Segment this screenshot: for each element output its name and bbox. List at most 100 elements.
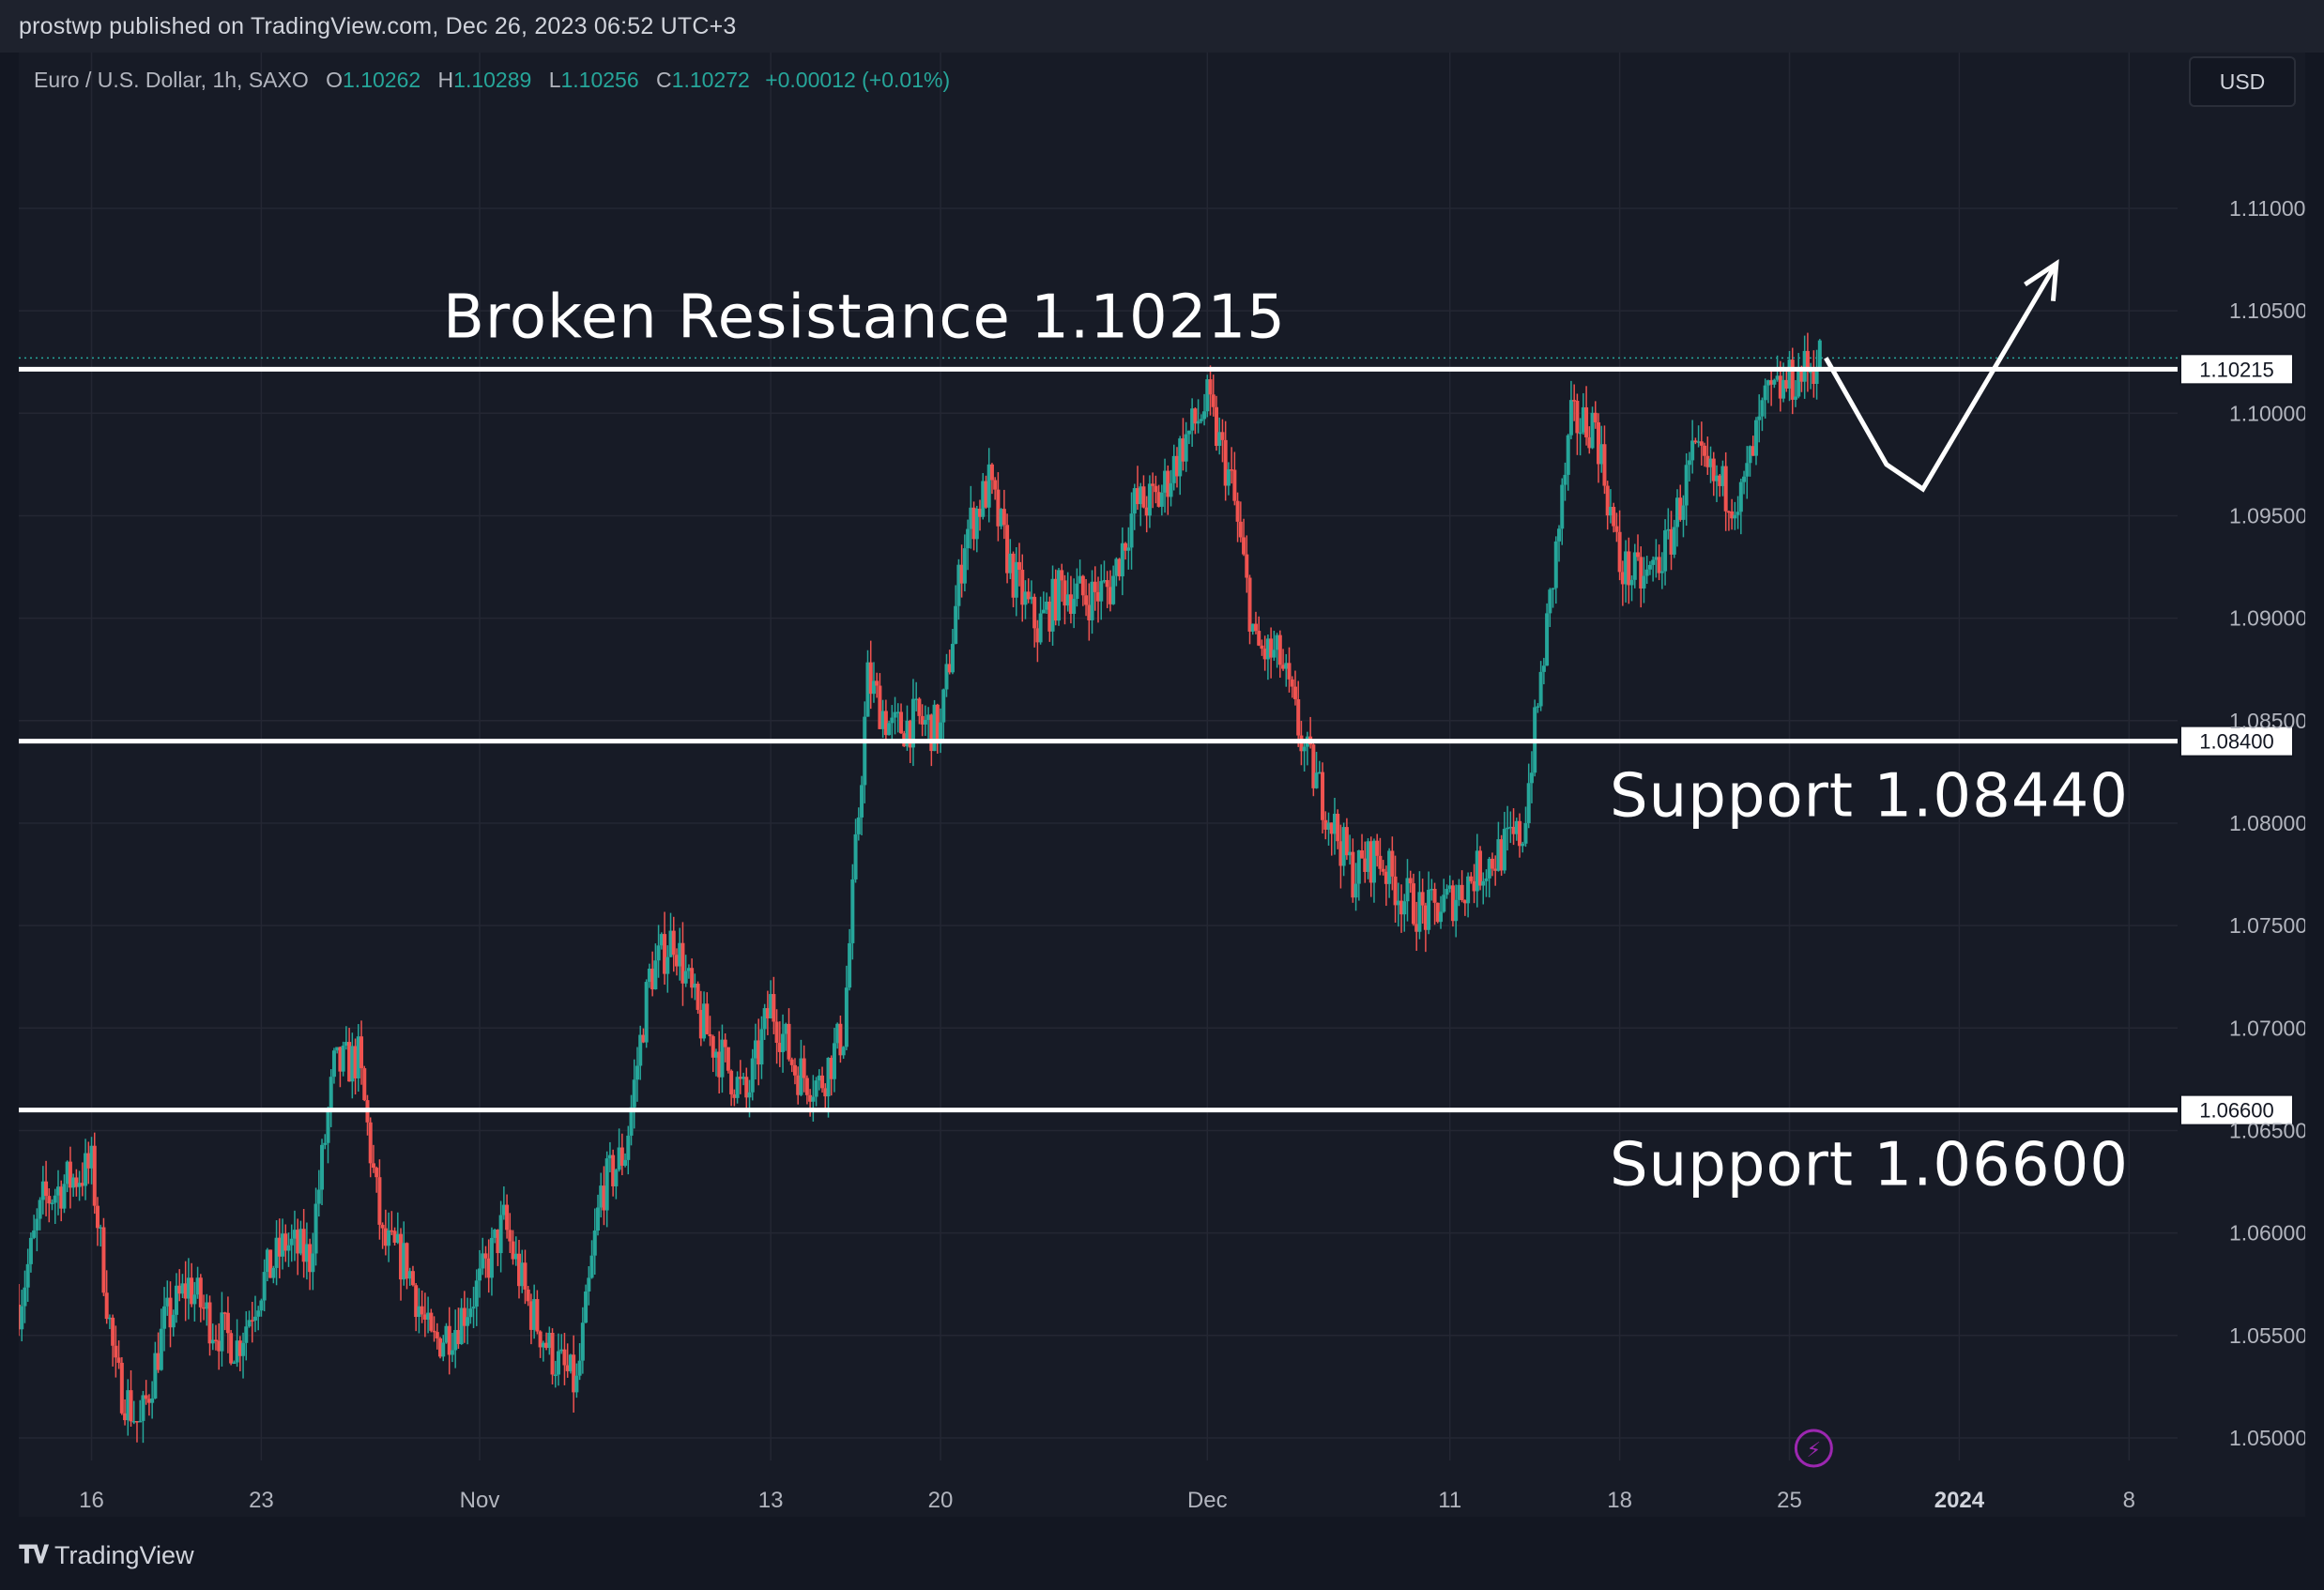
candle-body <box>92 1145 97 1206</box>
candle-body <box>1708 458 1713 467</box>
candle-body <box>1296 698 1301 736</box>
candle-body <box>1232 469 1237 501</box>
candle-body <box>1065 594 1070 606</box>
candle-body <box>1705 455 1710 467</box>
projection-arrow-head <box>2024 258 2059 301</box>
candle-body <box>802 1058 806 1078</box>
candle-body <box>131 1421 136 1423</box>
candle-body <box>190 1277 194 1305</box>
candle-body <box>899 711 904 734</box>
candle-body <box>38 1200 42 1219</box>
price-chart[interactable]: 1.10215 1.08400 1.06600 Broken Resistance … <box>19 53 2305 1517</box>
candle-body <box>772 994 776 1022</box>
candle-body <box>568 1354 573 1371</box>
candle-body <box>883 711 888 736</box>
candle-body <box>1511 826 1516 834</box>
candle-body <box>501 1204 506 1215</box>
candle-body <box>1351 851 1355 898</box>
candle-body <box>483 1253 488 1259</box>
candle-body <box>207 1302 212 1344</box>
candle-body <box>1597 421 1601 465</box>
candle-body <box>1260 645 1264 650</box>
candle-body <box>705 1003 710 1034</box>
candle-body <box>159 1328 163 1370</box>
chart-panel[interactable]: 1.10215 1.08400 1.06600 Broken Resistance … <box>19 53 2305 1517</box>
candle-body <box>1487 858 1491 879</box>
candle-body <box>789 1059 794 1065</box>
candle-body <box>986 464 991 508</box>
candle-body <box>1245 554 1249 578</box>
tradingview-logo[interactable]: 𝐓𝐕 TradingView <box>19 1541 194 1569</box>
candle-body <box>541 1342 545 1348</box>
candle-body <box>1484 878 1489 881</box>
candle-body <box>781 1033 786 1052</box>
candle-body <box>89 1145 94 1169</box>
candle-body <box>717 1051 722 1078</box>
candle-body <box>1639 557 1644 589</box>
candle-body <box>1718 475 1722 486</box>
candle-body <box>1536 706 1540 708</box>
candle-body <box>1772 379 1777 385</box>
candle-body <box>1763 385 1767 401</box>
candle-body <box>496 1230 500 1254</box>
candle-body <box>1220 432 1225 440</box>
candle-body <box>820 1075 825 1089</box>
candle-body <box>462 1307 466 1326</box>
candle-body <box>1439 911 1444 923</box>
candle-body <box>1578 432 1582 435</box>
candle-body <box>1605 485 1610 516</box>
candle-body <box>784 1023 788 1034</box>
candle-body <box>550 1332 555 1375</box>
candle-body <box>1745 463 1750 477</box>
candle-body <box>1321 772 1325 820</box>
candle-body <box>1657 557 1661 573</box>
candle-body <box>1384 871 1388 884</box>
candle-body <box>1011 553 1016 598</box>
candle-body <box>744 1077 749 1098</box>
support-upper-annotation: Support 1.08440 <box>1610 762 2129 832</box>
candle-body <box>1805 350 1810 372</box>
candle-body <box>1038 613 1043 643</box>
candle-body <box>868 662 873 695</box>
candle-body <box>335 1047 340 1051</box>
candle-body <box>1041 609 1046 614</box>
candle-body <box>1368 841 1373 883</box>
symbol-legend[interactable]: Euro / U.S. Dollar, 1h, SAXO O1.10262 H1… <box>34 68 950 93</box>
candle-body <box>1087 604 1092 620</box>
candle-body <box>1026 591 1031 600</box>
candle-body <box>1199 419 1203 421</box>
candle-body <box>929 714 934 752</box>
candle-body <box>1541 665 1546 672</box>
candle-body <box>1590 412 1595 449</box>
candle-body <box>1454 899 1459 922</box>
candle-body <box>1132 488 1137 514</box>
candle-body <box>1672 527 1676 555</box>
y-tick-label: 1.11000 <box>2229 196 2305 221</box>
candle-body <box>392 1231 397 1243</box>
candle-body <box>947 664 952 673</box>
broken-resistance-price-label: 1.10215 <box>2199 358 2274 381</box>
open-label: O <box>326 68 344 92</box>
broken-resistance-price-tag <box>2179 353 2294 386</box>
candle-body <box>259 1300 264 1311</box>
candle-body <box>774 1021 779 1044</box>
candle-body <box>532 1299 537 1330</box>
candle-body <box>920 715 925 725</box>
candle-body <box>1408 878 1413 884</box>
candle-body <box>1469 876 1474 881</box>
candle-body <box>792 1064 797 1076</box>
candle-body <box>1208 379 1213 395</box>
candle-body <box>1053 578 1058 621</box>
currency-button[interactable]: USD <box>2189 56 2296 107</box>
candle-body <box>359 1036 364 1069</box>
candle-body <box>119 1362 124 1414</box>
candle-body <box>796 1075 801 1095</box>
candle-body <box>225 1312 230 1334</box>
candle-body <box>1627 551 1631 586</box>
candle-body <box>863 716 867 786</box>
candle-body <box>1411 883 1415 925</box>
candle-body <box>1253 623 1258 632</box>
candle-body <box>713 1051 718 1058</box>
candle-body <box>1669 528 1674 555</box>
candle-body <box>1072 599 1077 614</box>
